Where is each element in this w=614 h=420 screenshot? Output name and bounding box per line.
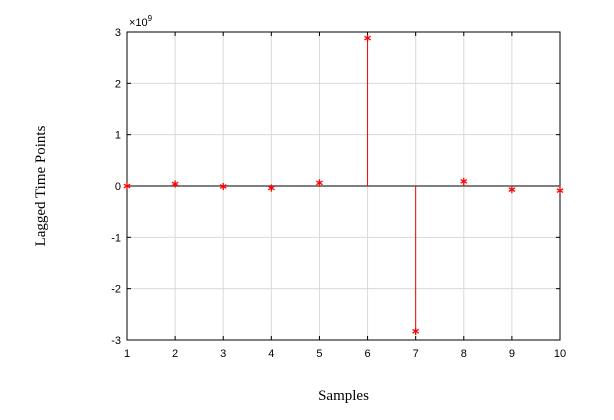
x-tick-label: 7 <box>413 348 419 360</box>
y-axis-multiplier-exponent: 9 <box>148 14 153 23</box>
tick-labels: 1 2 3 4 5 6 7 8 9 10 -3 -2 -1 0 1 2 3 <box>111 27 566 360</box>
x-axis-label: Samples <box>318 388 369 404</box>
y-axis-label: Lagged Time Points <box>33 125 49 246</box>
y-axis-multiplier-base: ×10 <box>129 17 148 29</box>
data-point-star <box>316 179 323 187</box>
data-point-star <box>267 184 275 192</box>
y-tick-label: -2 <box>111 284 121 296</box>
x-tick-label: 1 <box>124 348 130 360</box>
y-axis-multiplier: ×109 <box>129 14 153 29</box>
data-point-star <box>412 327 420 335</box>
data-point-star <box>508 185 516 194</box>
y-tick-label: 0 <box>115 181 121 193</box>
x-tick-label: 6 <box>364 348 370 360</box>
data-markers <box>123 34 564 335</box>
data-point-star <box>219 182 227 191</box>
x-tick-label: 3 <box>220 348 226 360</box>
x-tick-label: 10 <box>554 348 566 360</box>
y-tick-label: -3 <box>111 335 121 347</box>
data-point-star <box>364 34 371 42</box>
y-tick-label: -1 <box>111 232 121 244</box>
data-point-star <box>171 180 179 188</box>
x-tick-label: 9 <box>509 348 515 360</box>
y-tick-label: 2 <box>115 78 121 90</box>
y-tick-label: 3 <box>115 27 121 39</box>
x-tick-label: 2 <box>172 348 178 360</box>
x-tick-label: 5 <box>316 348 322 360</box>
data-point-star <box>556 187 564 195</box>
y-tick-label: 1 <box>115 130 121 142</box>
data-point-star <box>460 177 468 185</box>
x-tick-label: 4 <box>268 348 274 360</box>
stem-lines <box>174 38 561 332</box>
x-tick-label: 8 <box>461 348 467 360</box>
data-point-star <box>123 182 131 190</box>
